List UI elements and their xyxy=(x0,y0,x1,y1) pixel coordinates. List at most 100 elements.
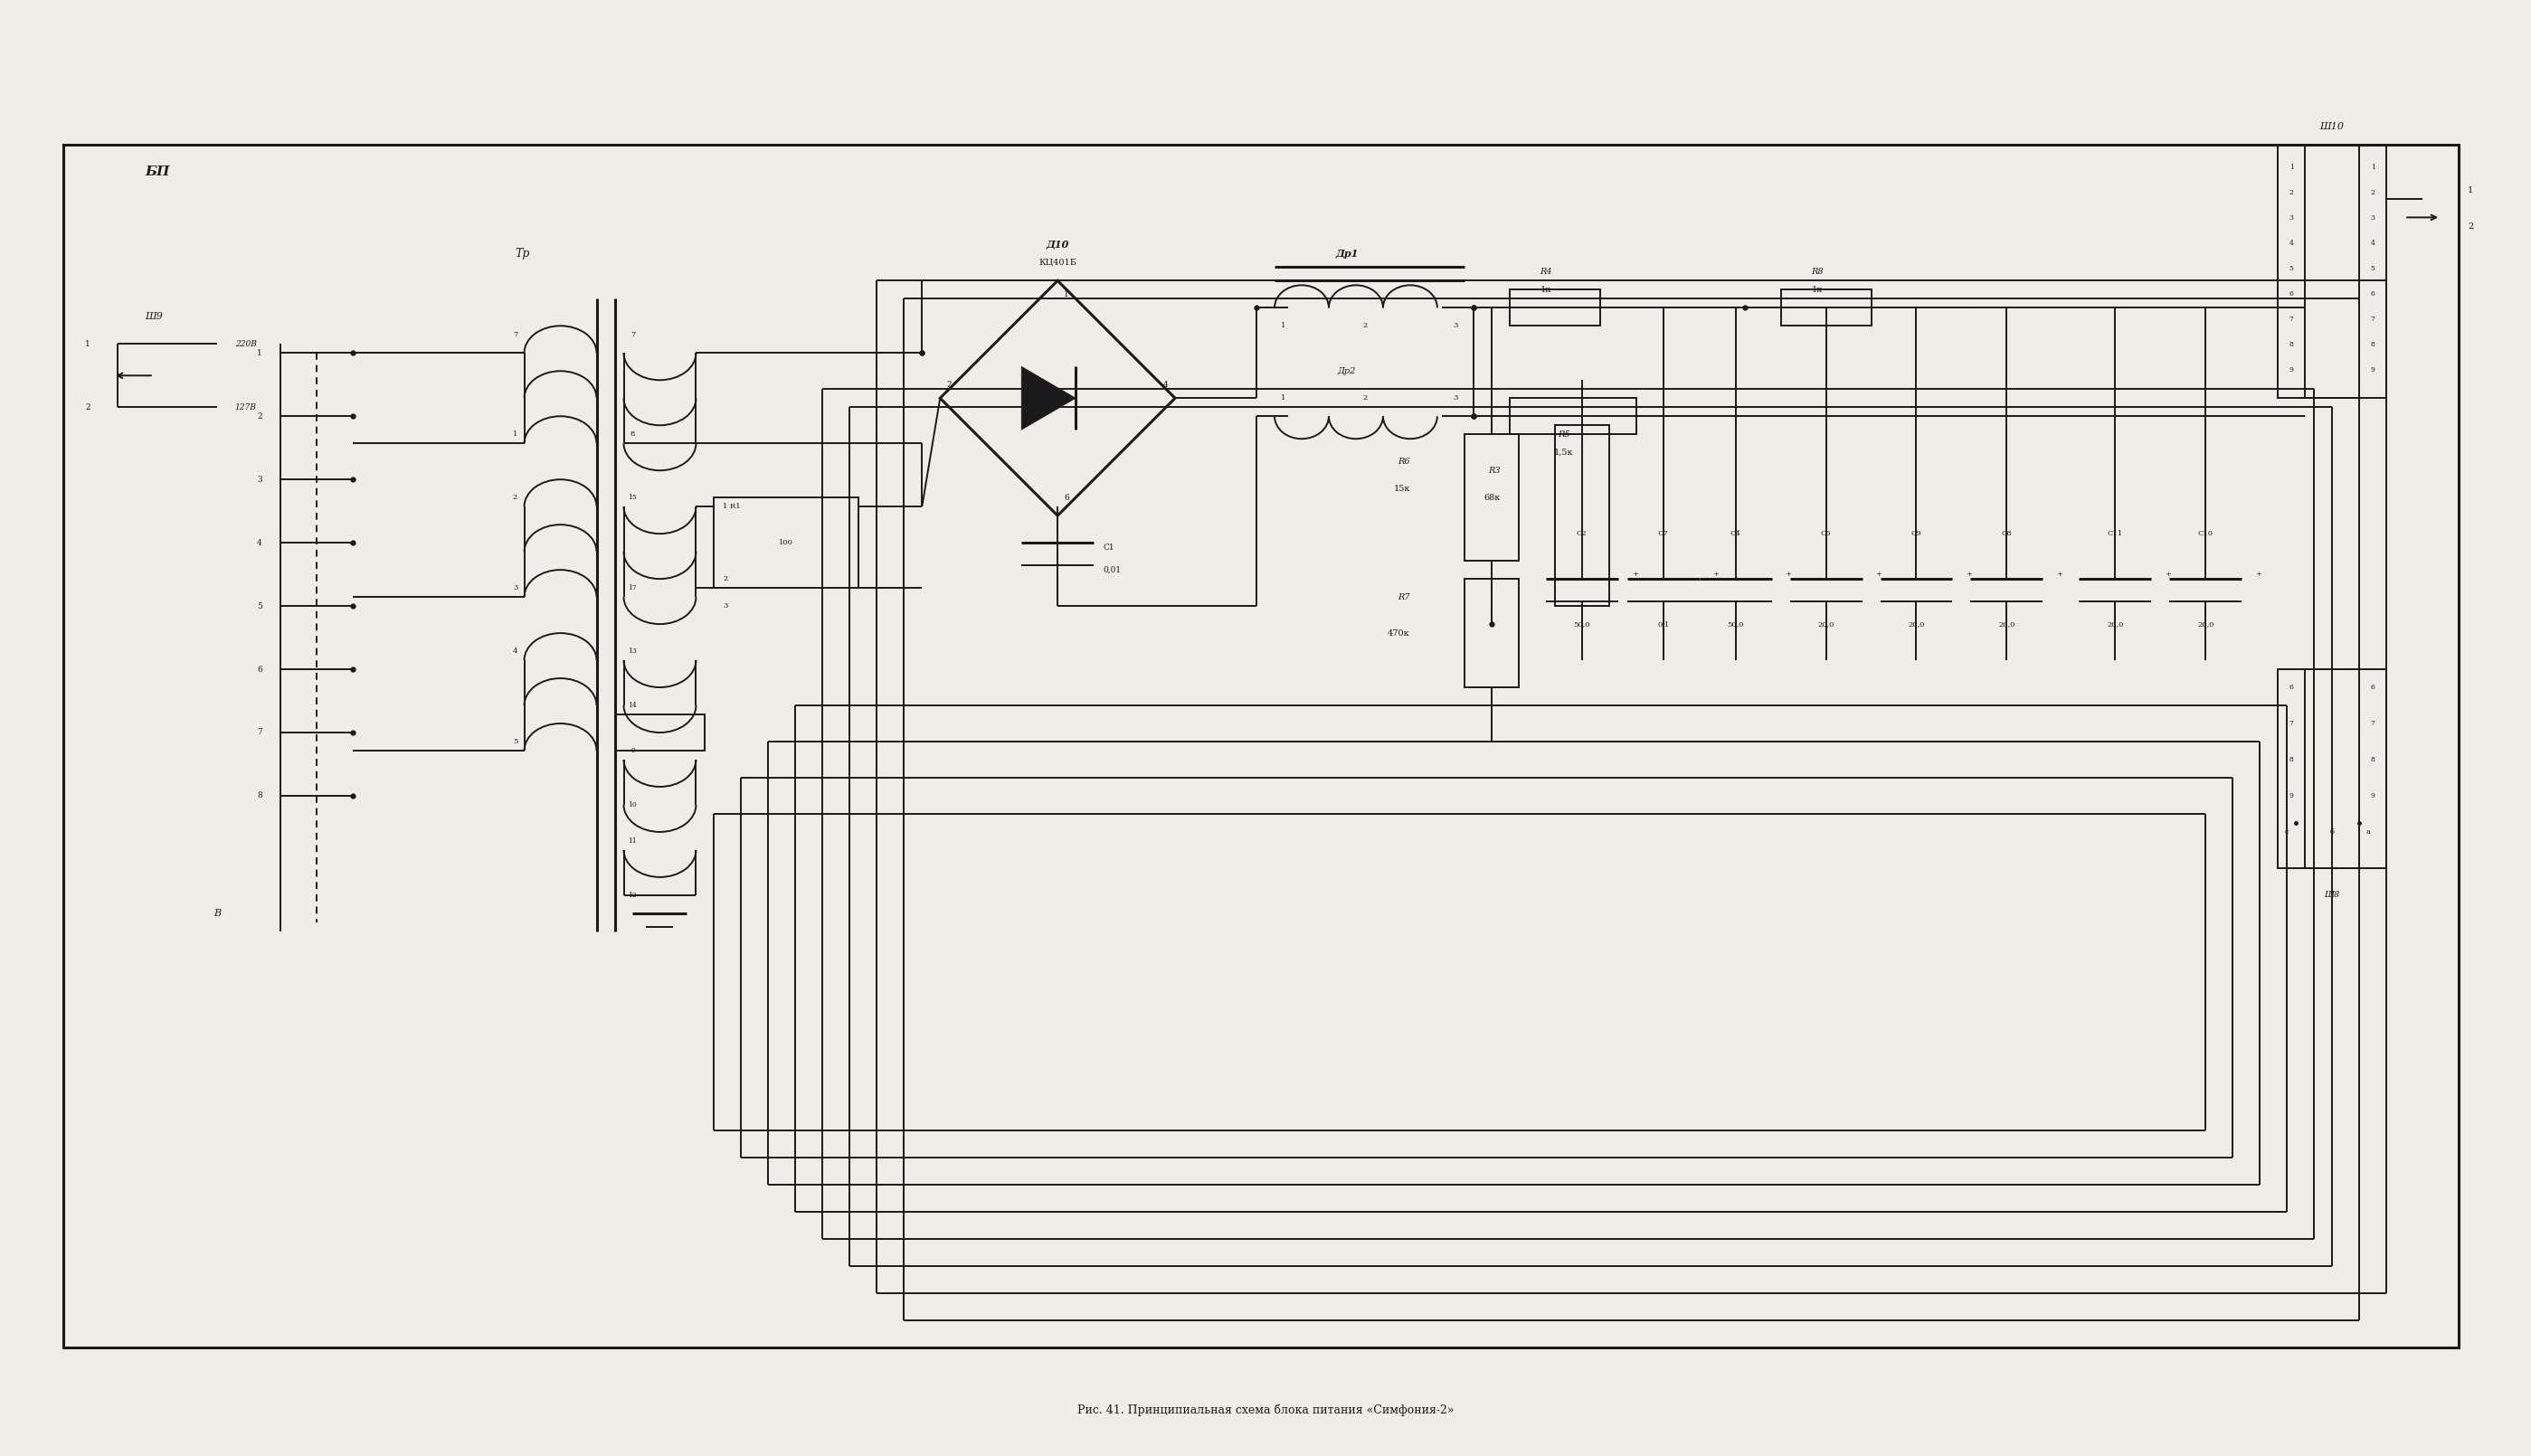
Text: 0,1: 0,1 xyxy=(1658,620,1670,628)
Text: 6: 6 xyxy=(2288,291,2293,298)
Text: 8: 8 xyxy=(2372,341,2374,348)
Text: Дp2: Дp2 xyxy=(1339,367,1357,376)
Text: 6: 6 xyxy=(2372,684,2374,692)
Text: 50,0: 50,0 xyxy=(1726,620,1744,628)
Text: 1: 1 xyxy=(2372,165,2374,172)
Text: Ш10: Ш10 xyxy=(2321,122,2344,131)
Text: 1: 1 xyxy=(1281,322,1286,329)
Text: 17: 17 xyxy=(628,584,638,591)
Text: КЦ401Б: КЦ401Б xyxy=(1038,259,1076,266)
Text: 20,0: 20,0 xyxy=(1817,620,1835,628)
Text: 15к: 15к xyxy=(1395,485,1410,492)
Text: 1: 1 xyxy=(514,431,519,438)
Text: R6: R6 xyxy=(1397,457,1410,466)
Text: 1к: 1к xyxy=(1812,285,1822,294)
Text: 127В: 127В xyxy=(235,403,256,411)
Bar xyxy=(1508,290,1600,326)
Text: 1,5к: 1,5к xyxy=(1554,448,1574,456)
Bar xyxy=(63,146,2458,1347)
Text: БП: БП xyxy=(144,166,170,179)
Text: 1: 1 xyxy=(2468,186,2473,194)
Text: 5: 5 xyxy=(256,601,263,610)
Text: 1: 1 xyxy=(86,339,91,348)
Text: 1: 1 xyxy=(2288,165,2293,172)
Text: 3: 3 xyxy=(724,603,729,610)
Text: 6: 6 xyxy=(2372,291,2374,298)
Text: 2: 2 xyxy=(86,403,91,411)
Bar xyxy=(2278,670,2387,868)
Text: +: + xyxy=(1784,571,1792,578)
Text: 7: 7 xyxy=(514,332,519,338)
Text: 9: 9 xyxy=(2372,792,2374,799)
Text: +: + xyxy=(1967,571,1972,578)
Text: Д10: Д10 xyxy=(1045,240,1068,249)
Text: 1: 1 xyxy=(258,349,263,357)
Text: 9: 9 xyxy=(630,747,635,754)
Text: R3: R3 xyxy=(1488,466,1501,475)
Bar xyxy=(1508,397,1635,434)
Text: 3: 3 xyxy=(514,584,519,591)
Text: 0,01: 0,01 xyxy=(1104,566,1121,574)
Text: 220В: 220В xyxy=(235,339,256,348)
Text: 7: 7 xyxy=(2372,316,2374,323)
Text: с: с xyxy=(2285,828,2288,836)
Text: 20,0: 20,0 xyxy=(1999,620,2015,628)
Text: 1: 1 xyxy=(1281,395,1286,402)
Text: Ш8: Ш8 xyxy=(2323,891,2341,900)
Bar xyxy=(615,715,706,751)
Text: 6: 6 xyxy=(2288,684,2293,692)
Text: 11: 11 xyxy=(628,837,638,844)
Text: R8: R8 xyxy=(1810,268,1822,275)
Text: 8: 8 xyxy=(2288,756,2293,763)
Text: 2: 2 xyxy=(947,380,952,389)
Text: 100: 100 xyxy=(780,539,795,546)
Text: 8: 8 xyxy=(2288,341,2293,348)
Text: +: + xyxy=(1875,571,1883,578)
Text: 9: 9 xyxy=(2288,792,2293,799)
Text: 2: 2 xyxy=(1362,322,1367,329)
Bar xyxy=(714,498,858,588)
Text: 4: 4 xyxy=(514,648,519,655)
Text: 6: 6 xyxy=(258,665,263,673)
Text: 2: 2 xyxy=(1362,395,1367,402)
Bar xyxy=(2306,146,2359,397)
Text: +: + xyxy=(2164,571,2172,578)
Text: 8: 8 xyxy=(2372,756,2374,763)
Text: 2: 2 xyxy=(2288,189,2293,197)
Text: 3: 3 xyxy=(2372,214,2374,221)
Text: 9: 9 xyxy=(2372,367,2374,374)
Text: 2: 2 xyxy=(2468,223,2473,230)
Text: 3: 3 xyxy=(258,476,263,483)
Text: 4: 4 xyxy=(258,539,263,547)
Bar xyxy=(1465,434,1519,561)
Text: 10: 10 xyxy=(628,801,638,808)
Text: В: В xyxy=(213,909,220,917)
Text: R5: R5 xyxy=(1557,430,1569,438)
Text: C1: C1 xyxy=(1104,543,1114,552)
Bar xyxy=(2278,146,2387,397)
Text: б: б xyxy=(2331,828,2334,836)
Text: C9: C9 xyxy=(1911,530,1921,537)
Text: +: + xyxy=(1632,571,1638,578)
Text: C8: C8 xyxy=(2002,530,2012,537)
Text: 1 R1: 1 R1 xyxy=(724,502,742,510)
Text: C4: C4 xyxy=(1731,530,1741,537)
Text: 4: 4 xyxy=(2372,240,2374,248)
Text: 2: 2 xyxy=(514,494,519,501)
Text: 20,0: 20,0 xyxy=(2197,620,2215,628)
Text: а: а xyxy=(2366,828,2372,836)
Text: 68к: 68к xyxy=(1483,494,1501,502)
Text: R4: R4 xyxy=(1539,268,1552,275)
Text: 8: 8 xyxy=(258,792,263,799)
Text: 4: 4 xyxy=(2288,240,2293,248)
Text: 7: 7 xyxy=(258,728,263,737)
Text: 1: 1 xyxy=(1063,290,1068,298)
Text: 5: 5 xyxy=(514,738,519,745)
Text: 12: 12 xyxy=(628,891,638,898)
Text: 13: 13 xyxy=(628,648,638,655)
Text: 1к: 1к xyxy=(1541,285,1552,294)
Text: Ш9: Ш9 xyxy=(144,312,162,322)
Text: C2: C2 xyxy=(1577,530,1587,537)
Text: 7: 7 xyxy=(2372,719,2374,727)
Text: Тр: Тр xyxy=(516,248,529,259)
